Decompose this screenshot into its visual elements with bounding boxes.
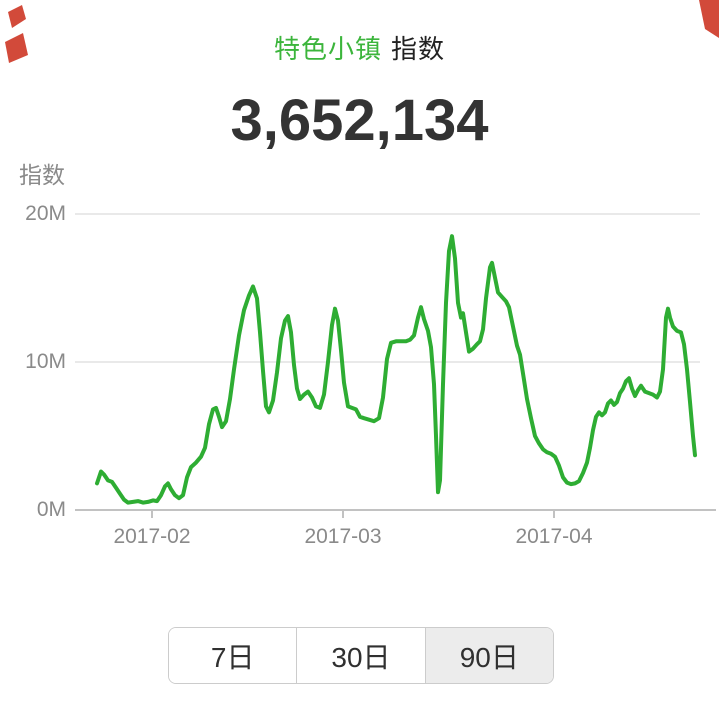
title-suffix-text: 指数 <box>391 34 446 64</box>
y-tick-label-10m: 10M <box>25 350 66 373</box>
x-tick-label-mar: 2017-03 <box>304 525 382 548</box>
x-tick-label-feb: 2017-02 <box>113 525 191 548</box>
keyword-text: 特色小镇 <box>273 34 382 64</box>
index-value: 3,652,134 <box>230 88 489 153</box>
y-tick-label-0m: 0M <box>36 498 66 521</box>
y-tick-label-20m: 20M <box>25 202 66 225</box>
page-title: 特色小镇 指数 <box>0 32 719 66</box>
x-tick-label-apr: 2017-04 <box>515 525 593 548</box>
range-selector: 7日 30日 90日 <box>168 627 554 684</box>
range-button-90d[interactable]: 90日 <box>424 628 553 683</box>
range-button-30d[interactable]: 30日 <box>296 628 425 683</box>
range-button-7d[interactable]: 7日 <box>169 628 297 683</box>
y-axis-title: 指数 <box>19 162 65 188</box>
